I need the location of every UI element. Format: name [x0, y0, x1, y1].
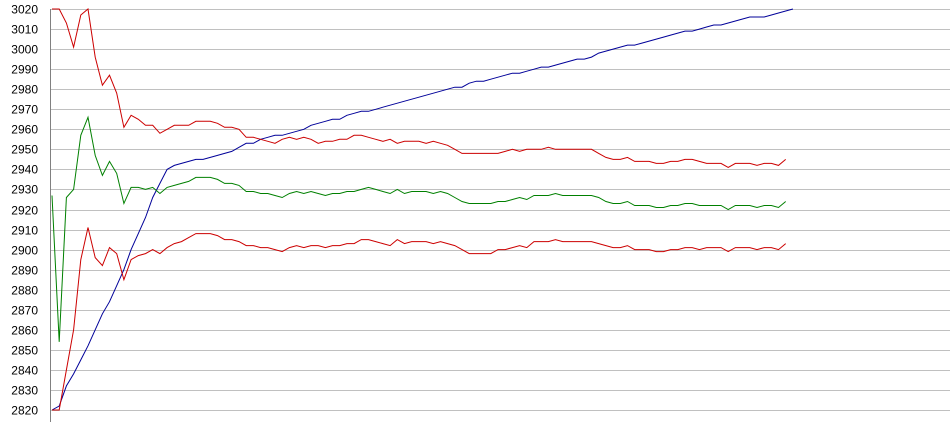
- y-tick-label: 2980: [11, 83, 38, 97]
- y-tick-label: 2880: [11, 284, 38, 298]
- series-line-4: [52, 227, 787, 411]
- y-tick-label: 3000: [11, 43, 38, 57]
- y-tick-label: 2840: [11, 364, 38, 378]
- y-tick-label: 2850: [11, 344, 38, 358]
- y-tick-label: 2930: [11, 183, 38, 197]
- y-tick-label: 3010: [11, 23, 38, 37]
- y-tick-label: 2860: [11, 324, 38, 338]
- series-line-1: [51, 8, 794, 411]
- y-tick-label: 2870: [11, 304, 38, 318]
- series-lines: [51, 8, 794, 411]
- y-tick-labels: 2820 2830 2840 2850 2860 2870 2880 2890 2900 2910…: [11, 3, 38, 418]
- series-line-2: [52, 8, 787, 168]
- y-tick-label: 2900: [11, 244, 38, 258]
- y-tick-label: 2830: [11, 384, 38, 398]
- y-tick-label: 2890: [11, 264, 38, 278]
- y-tick-label: 2990: [11, 63, 38, 77]
- y-tick-label: 2960: [11, 123, 38, 137]
- y-tick-label: 2910: [11, 224, 38, 238]
- y-tick-label: 3020: [11, 3, 38, 17]
- y-tick-label: 2820: [11, 404, 38, 418]
- y-tick-label: 2950: [11, 143, 38, 157]
- series-line-3: [51, 115, 787, 342]
- y-tick-label: 2970: [11, 103, 38, 117]
- y-tick-label: 2920: [11, 204, 38, 218]
- gridlines: [50, 9, 950, 411]
- y-tick-label: 2940: [11, 163, 38, 177]
